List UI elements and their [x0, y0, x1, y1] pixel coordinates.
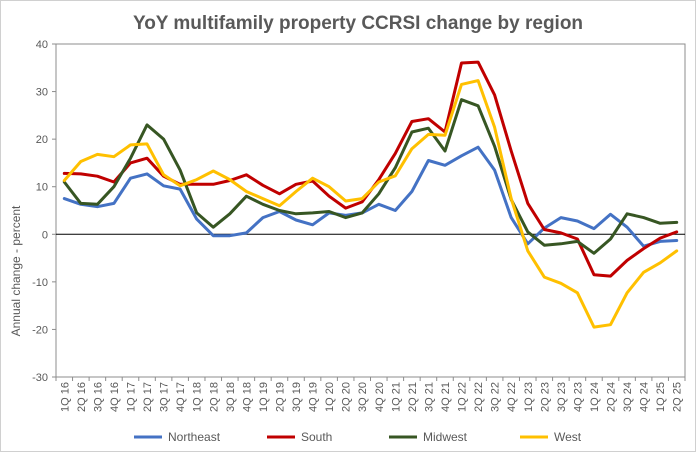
x-tick-label: 4Q 22: [506, 382, 518, 412]
x-tick-label: 4Q 17: [175, 382, 187, 412]
x-tick-label: 4Q 20: [374, 382, 386, 412]
series-line-south: [62, 60, 679, 278]
y-tick-label: 10: [36, 182, 48, 194]
x-tick-label: 1Q 22: [457, 382, 469, 412]
x-tick-label: 2Q 20: [341, 382, 353, 412]
series-line-west: [62, 79, 679, 329]
x-tick-label: 2Q 25: [672, 382, 684, 412]
x-tick-label: 1Q 16: [59, 382, 71, 412]
y-tick-label: 20: [36, 134, 48, 146]
x-tick-label: 2Q 23: [539, 382, 551, 412]
legend-label-midwest: Midwest: [423, 430, 468, 444]
chart-title: YoY multifamily property CCRSI change by…: [133, 13, 583, 34]
y-axis-ticks: -30 -20 -10 0 10 20 30 40: [32, 39, 56, 384]
legend-label-west: West: [554, 430, 582, 444]
x-tick-label: 1Q 20: [324, 382, 336, 412]
x-tick-label: 1Q 18: [192, 382, 204, 412]
x-tick-label: 3Q 19: [291, 382, 303, 412]
x-tick-label: 3Q 18: [225, 382, 237, 412]
x-tick-label: 2Q 19: [274, 382, 286, 412]
y-tick-label: 30: [36, 87, 48, 99]
x-tick-label: 3Q 21: [423, 382, 435, 412]
plot-area: [55, 43, 686, 378]
x-tick-label: 4Q 18: [241, 382, 253, 412]
x-tick-label: 2Q 24: [606, 382, 618, 412]
x-tick-label: 4Q 19: [308, 382, 320, 412]
legend-label-south: South: [301, 430, 332, 444]
legend: Northeast South Midwest West: [134, 430, 582, 444]
legend-label-northeast: Northeast: [168, 430, 221, 444]
y-tick-label: -20: [32, 324, 48, 336]
y-axis-label: Annual change - percent: [9, 205, 23, 336]
x-tick-label: 1Q 17: [125, 382, 137, 412]
series-lines: [62, 60, 679, 329]
x-tick-label: 2Q 16: [76, 382, 88, 412]
x-tick-label: 1Q 25: [655, 382, 667, 412]
x-tick-label: 4Q 24: [639, 382, 651, 412]
x-tick-label: 4Q 16: [109, 382, 121, 412]
x-tick-label: 1Q 23: [523, 382, 535, 412]
x-tick-label: 3Q 23: [556, 382, 568, 412]
x-axis-ticks: 1Q 16 2Q 16 3Q 16 4Q 16 1Q 17 2Q 17 3Q 17 4Q 17…: [55, 377, 686, 412]
y-tick-label: 40: [36, 39, 48, 51]
x-tick-label: 1Q 24: [589, 382, 601, 412]
x-tick-label: 4Q 21: [440, 382, 452, 412]
x-tick-label: 2Q 18: [208, 382, 220, 412]
y-tick-label: -10: [32, 277, 48, 289]
x-tick-label: 2Q 21: [407, 382, 419, 412]
y-tick-label: 0: [42, 229, 48, 241]
x-tick-label: 3Q 22: [490, 382, 502, 412]
x-tick-label: 1Q 21: [390, 382, 402, 412]
series-line-midwest: [62, 98, 679, 255]
x-tick-label: 1Q 19: [258, 382, 270, 412]
series-line-northeast: [62, 145, 679, 248]
x-tick-label: 3Q 17: [159, 382, 171, 412]
x-tick-label: 2Q 17: [142, 382, 154, 412]
x-tick-label: 4Q 23: [572, 382, 584, 412]
x-tick-label: 3Q 20: [357, 382, 369, 412]
x-tick-label: 2Q 22: [473, 382, 485, 412]
x-tick-label: 3Q 16: [92, 382, 104, 412]
x-tick-label: 3Q 24: [622, 382, 634, 412]
y-tick-label: -30: [32, 372, 48, 384]
